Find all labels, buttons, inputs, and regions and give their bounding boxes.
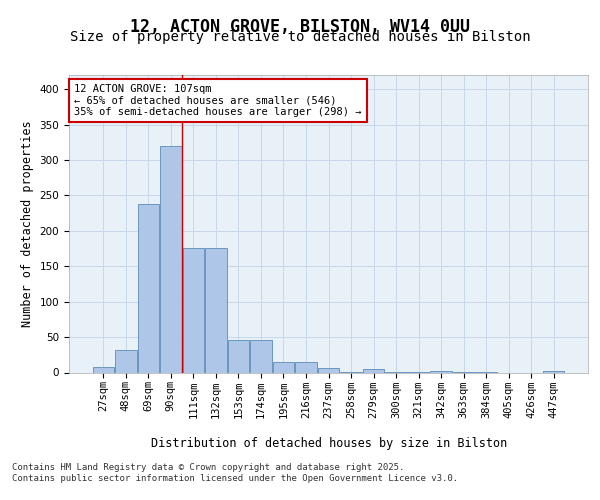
Text: Contains public sector information licensed under the Open Government Licence v3: Contains public sector information licen…	[12, 474, 458, 483]
Bar	[430, 371, 452, 372]
Y-axis label: Number of detached properties: Number of detached properties	[21, 120, 34, 327]
Text: Contains HM Land Registry data © Crown copyright and database right 2025.: Contains HM Land Registry data © Crown c…	[12, 462, 404, 471]
Text: Distribution of detached houses by size in Bilston: Distribution of detached houses by size …	[151, 438, 507, 450]
Bar	[543, 371, 565, 372]
Text: Size of property relative to detached houses in Bilston: Size of property relative to detached ho…	[70, 30, 530, 44]
Bar	[182, 248, 204, 372]
Bar	[228, 340, 249, 372]
Bar	[273, 362, 294, 372]
Bar	[295, 362, 317, 372]
Bar	[160, 146, 182, 372]
Bar	[363, 369, 384, 372]
Text: 12 ACTON GROVE: 107sqm
← 65% of detached houses are smaller (546)
35% of semi-de: 12 ACTON GROVE: 107sqm ← 65% of detached…	[74, 84, 362, 117]
Bar	[115, 350, 137, 372]
Bar	[137, 204, 159, 372]
Bar	[92, 367, 114, 372]
Bar	[318, 368, 339, 372]
Bar	[250, 340, 272, 372]
Bar	[205, 248, 227, 372]
Text: 12, ACTON GROVE, BILSTON, WV14 0UU: 12, ACTON GROVE, BILSTON, WV14 0UU	[130, 18, 470, 36]
